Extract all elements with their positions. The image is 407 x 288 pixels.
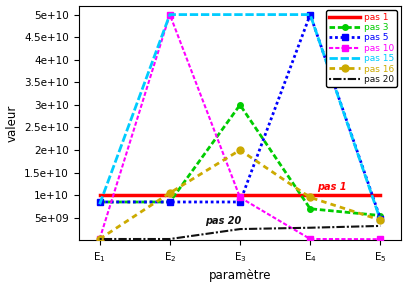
- pas 15: [378, 218, 383, 222]
- pas 10: [378, 238, 383, 241]
- pas 20: [97, 237, 102, 241]
- pas 5: [97, 200, 102, 204]
- pas 1: [308, 194, 313, 197]
- pas 10: [167, 13, 172, 16]
- Legend: pas 1, pas 3, pas 5, pas 10, pas 15, pas 16, pas 20: pas 1, pas 3, pas 5, pas 10, pas 15, pas…: [326, 10, 397, 87]
- pas 10: [97, 237, 102, 241]
- pas 3: [167, 200, 172, 204]
- pas 15: [167, 13, 172, 16]
- pas 10: [308, 237, 313, 241]
- pas 5: [378, 217, 383, 220]
- pas 5: [308, 13, 313, 16]
- pas 20: [238, 227, 243, 231]
- pas 1: [167, 194, 172, 197]
- Line: pas 5: pas 5: [97, 12, 383, 221]
- pas 3: [378, 214, 383, 217]
- pas 3: [97, 200, 102, 204]
- pas 15: [97, 202, 102, 206]
- pas 1: [97, 194, 102, 197]
- Line: pas 16: pas 16: [96, 147, 384, 242]
- Text: pas 1: pas 1: [317, 182, 347, 192]
- Y-axis label: valeur: valeur: [6, 104, 19, 142]
- pas 16: [378, 218, 383, 222]
- pas 5: [238, 200, 243, 204]
- Text: pas 20: pas 20: [205, 216, 241, 226]
- Line: pas 10: pas 10: [97, 12, 383, 242]
- pas 3: [308, 207, 313, 211]
- pas 5: [167, 200, 172, 204]
- pas 15: [308, 13, 313, 16]
- Line: pas 20: pas 20: [100, 226, 381, 239]
- pas 20: [378, 224, 383, 228]
- pas 16: [308, 196, 313, 199]
- pas 16: [167, 191, 172, 195]
- pas 15: [238, 13, 243, 16]
- pas 3: [238, 103, 243, 107]
- pas 20: [308, 226, 313, 230]
- Line: pas 15: pas 15: [100, 15, 381, 220]
- pas 10: [238, 196, 243, 199]
- pas 20: [167, 237, 172, 241]
- pas 1: [378, 194, 383, 197]
- pas 16: [238, 148, 243, 152]
- X-axis label: paramètre: paramètre: [209, 270, 271, 283]
- pas 16: [97, 237, 102, 241]
- pas 1: [238, 194, 243, 197]
- Line: pas 3: pas 3: [97, 102, 383, 218]
